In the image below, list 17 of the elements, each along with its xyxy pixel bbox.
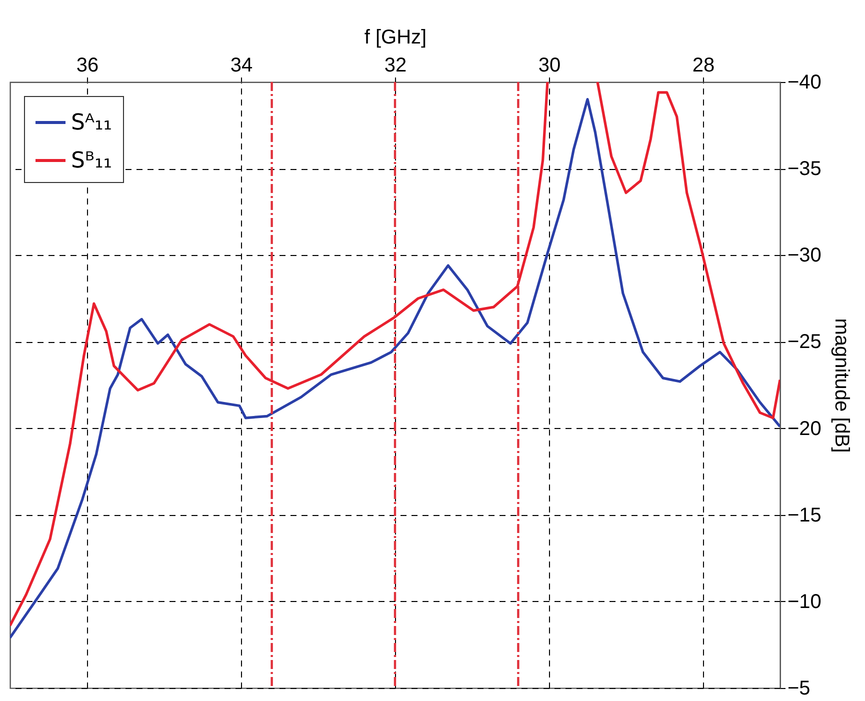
y-tick-label: −25 [788,331,822,354]
y-tick-label: −20 [788,418,822,440]
y-tick-label: −5 [788,678,810,700]
x-tick-label: 36 [76,54,99,76]
x-axis-title: f [GHz] [364,26,427,48]
y-axis-title: magnitude [dB] [830,318,852,453]
y-tick-label: −10 [788,590,822,613]
y-tick-label: −30 [788,244,822,267]
x-tick-label: 32 [384,54,407,76]
y-tick-label: −40 [788,72,822,94]
x-tick-label: 28 [692,54,715,76]
legend-label: Sᴬ₁₁ [71,110,112,136]
x-tick-label: 30 [538,54,561,76]
legend-label: Sᴮ₁₁ [71,148,112,174]
y-tick-label: −35 [788,158,822,180]
y-tick-label: −15 [788,504,822,526]
x-tick-label: 34 [230,54,253,76]
